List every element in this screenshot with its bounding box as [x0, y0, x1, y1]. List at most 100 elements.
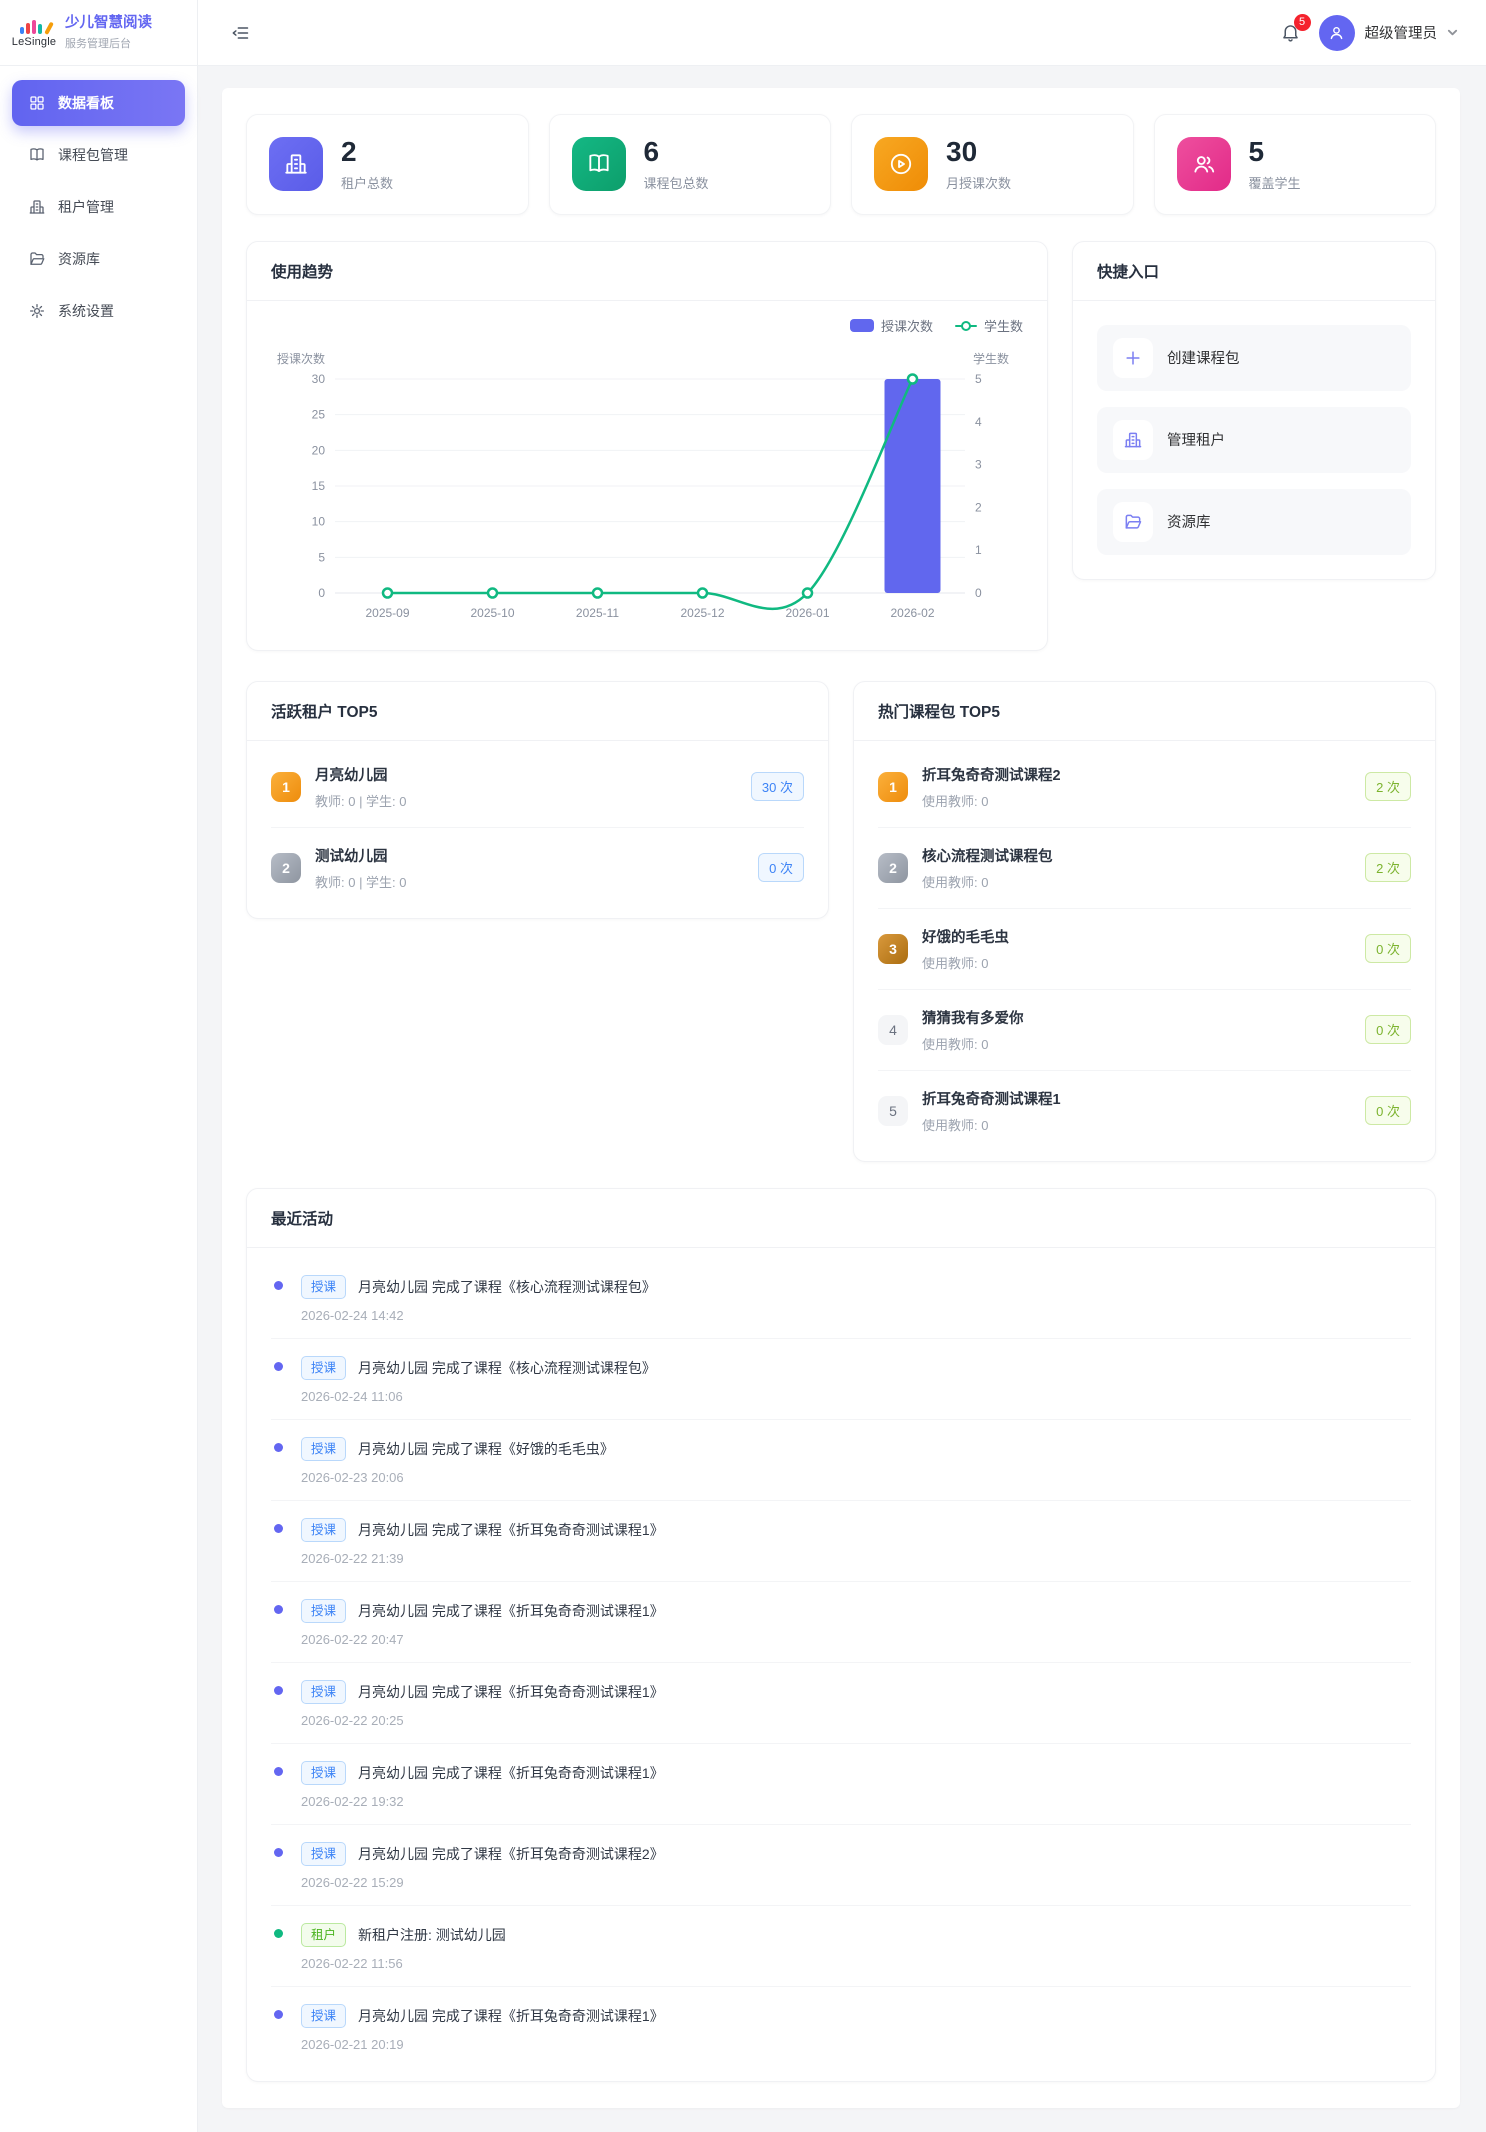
- sidebar-item-resources[interactable]: 资源库: [12, 236, 185, 282]
- usage-count-badge: 0 次: [1365, 1096, 1411, 1126]
- svg-text:2: 2: [975, 500, 982, 514]
- rank-badge: 1: [271, 771, 301, 802]
- activity-dot: [274, 1766, 283, 1776]
- package-name: 好饿的毛毛虫: [922, 929, 1009, 946]
- svg-text:15: 15: [312, 479, 326, 493]
- book-open-icon: [571, 137, 626, 192]
- sidebar-item-course-packages[interactable]: 课程包管理: [12, 132, 185, 178]
- activity-dot: [274, 1280, 283, 1290]
- tenant-rank-row: 2 测试幼儿园 教师: 0 | 学生: 0 0 次: [271, 828, 804, 908]
- package-meta: 使用教师: 0: [922, 793, 989, 809]
- activity-tag: 授课: [301, 1355, 347, 1380]
- stat-value: 30: [946, 136, 978, 167]
- activity-row: 授课 月亮幼儿园 完成了课程《核心流程测试课程包》 2026-02-24 11:0…: [271, 1339, 1411, 1420]
- tenant-meta: 教师: 0 | 学生: 0: [315, 874, 407, 890]
- quick-entry-manage-tenants[interactable]: 管理租户: [1097, 406, 1411, 473]
- dashboard-page: 2 租户总数 6 课程包总数: [222, 88, 1460, 2108]
- activity-dot: [274, 1523, 283, 1533]
- tenant-meta: 教师: 0 | 学生: 0: [315, 793, 407, 809]
- usage-trend-panel: 使用趋势 授课次数 学生数 0 5 10 15 20 25 3: [246, 240, 1048, 651]
- bell-icon: [1282, 25, 1298, 42]
- chevron-down-icon: [1447, 29, 1458, 36]
- activity-dot: [274, 1928, 283, 1938]
- trend-chart-svg: 0 5 10 15 20 25 30 0 1 2 3 4 5 授课次数 学生数 2025-09 2025-10 2…: [277, 351, 1009, 620]
- activity-tag: 授课: [301, 1517, 347, 1542]
- legend-item-students[interactable]: 学生数: [954, 316, 1023, 335]
- svg-text:0: 0: [975, 586, 982, 600]
- activity-text: 新租户注册: 测试幼儿园: [358, 1926, 506, 1943]
- sidebar-item-dashboard[interactable]: 数据看板: [12, 80, 185, 126]
- activity-dot: [274, 1604, 283, 1614]
- lesson-count-badge: 0 次: [758, 853, 804, 883]
- legend-item-lessons[interactable]: 授课次数: [849, 316, 933, 335]
- notifications-button[interactable]: 5: [1280, 14, 1311, 43]
- svg-text:25: 25: [312, 407, 326, 421]
- activity-tag: 授课: [301, 1598, 347, 1623]
- svg-text:20: 20: [312, 443, 326, 457]
- chart-legend: 授课次数 学生数: [271, 315, 1023, 337]
- package-name: 猜猜我有多爱你: [922, 1010, 1024, 1027]
- quick-entry-label: 管理租户: [1167, 433, 1225, 450]
- svg-text:2025-12: 2025-12: [680, 606, 724, 620]
- activity-row: 授课 月亮幼儿园 完成了课程《折耳兔奇奇测试课程1》 2026-02-22 19:…: [271, 1744, 1411, 1825]
- sidebar-item-label: 课程包管理: [58, 147, 128, 163]
- activity-dot: [274, 1847, 283, 1857]
- quick-entry-resources[interactable]: 资源库: [1097, 488, 1411, 555]
- quick-entry-panel: 快捷入口 创建课程包 管理租户 资源库: [1072, 240, 1436, 580]
- sidebar-menu: 数据看板 课程包管理 租户管理 资源库 系统设置: [0, 66, 197, 354]
- stat-label: 月授课次数: [946, 175, 1012, 191]
- collapse-sidebar-icon: [232, 26, 249, 39]
- activity-time: 2026-02-22 20:47: [301, 1631, 404, 1647]
- svg-text:5: 5: [975, 372, 982, 386]
- folder-icon: [30, 252, 45, 265]
- usage-count-badge: 2 次: [1365, 853, 1411, 883]
- activity-time: 2026-02-23 20:06: [301, 1469, 404, 1485]
- activity-tag: 授课: [301, 1679, 347, 1704]
- activity-time: 2026-02-22 21:39: [301, 1550, 404, 1566]
- active-tenants-panel: 活跃租户 TOP5 1 月亮幼儿园 教师: 0 | 学生: 0 30 次 2: [246, 680, 829, 919]
- svg-text:2026-01: 2026-01: [785, 606, 829, 620]
- activity-dot: [274, 2009, 283, 2019]
- activity-text: 月亮幼儿园 完成了课程《好饿的毛毛虫》: [358, 1440, 614, 1457]
- package-meta: 使用教师: 0: [922, 955, 989, 971]
- play-circle-icon: [874, 137, 928, 192]
- stat-value: 6: [643, 136, 660, 167]
- package-rank-row: 3 好饿的毛毛虫 使用教师: 0 0 次: [878, 909, 1411, 990]
- quick-entry-label: 资源库: [1167, 515, 1211, 532]
- stat-label: 课程包总数: [643, 175, 709, 191]
- stat-label: 覆盖学生: [1248, 175, 1301, 191]
- svg-text:2025-09: 2025-09: [365, 606, 409, 620]
- legend-label: 学生数: [983, 319, 1023, 335]
- stat-value: 5: [1248, 136, 1265, 167]
- svg-text:3: 3: [975, 457, 982, 471]
- package-name: 折耳兔奇奇测试课程2: [922, 767, 1061, 784]
- rank-badge: 2: [271, 852, 301, 883]
- activity-dot: [274, 1361, 283, 1371]
- svg-text:2025-11: 2025-11: [576, 606, 619, 620]
- brand-logo-text: LeSingle: [11, 35, 57, 48]
- activity-time: 2026-02-22 20:25: [301, 1712, 404, 1728]
- sidebar-item-label: 数据看板: [58, 95, 114, 111]
- building-icon: [1113, 419, 1153, 460]
- svg-text:10: 10: [312, 514, 326, 528]
- activity-time: 2026-02-24 14:42: [301, 1307, 404, 1323]
- stat-card-tenants: 2 租户总数: [246, 114, 529, 215]
- line-series-swatch: [954, 319, 977, 332]
- activity-time: 2026-02-22 11:56: [301, 1955, 403, 1971]
- package-rank-row: 5 折耳兔奇奇测试课程1 使用教师: 0 0 次: [878, 1071, 1411, 1151]
- sidebar-collapse-button[interactable]: [226, 19, 254, 47]
- sidebar-item-label: 租户管理: [58, 199, 114, 215]
- stat-card-monthly-lessons: 30 月授课次数: [851, 114, 1134, 215]
- sidebar-item-label: 资源库: [58, 251, 100, 267]
- tenant-name: 月亮幼儿园: [315, 767, 388, 784]
- activity-text: 月亮幼儿园 完成了课程《折耳兔奇奇测试课程1》: [358, 1602, 664, 1619]
- package-rank-row: 2 核心流程测试课程包 使用教师: 0 2 次: [878, 828, 1411, 909]
- user-name: 超级管理员: [1364, 26, 1438, 42]
- activity-row: 授课 月亮幼儿园 完成了课程《核心流程测试课程包》 2026-02-24 14:4…: [271, 1258, 1411, 1339]
- brand: LeSingle 少儿智慧阅读 服务管理后台: [0, 0, 197, 66]
- sidebar-item-tenants[interactable]: 租户管理: [12, 184, 185, 230]
- user-menu[interactable]: 超级管理员: [1318, 14, 1459, 51]
- sidebar-item-settings[interactable]: 系统设置: [12, 288, 185, 334]
- quick-entry-create-package[interactable]: 创建课程包: [1097, 324, 1411, 391]
- logo-bars-icon: [20, 18, 54, 35]
